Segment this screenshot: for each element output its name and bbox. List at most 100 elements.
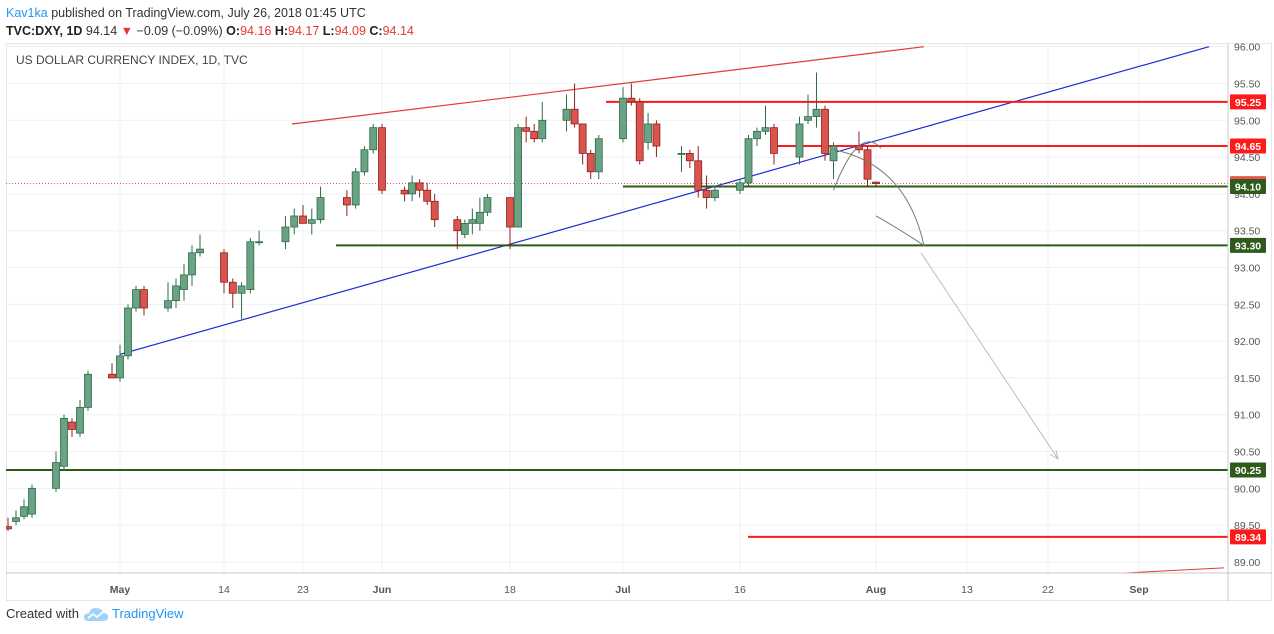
- candle-body: [821, 108, 829, 154]
- candle-body: [736, 182, 744, 191]
- created-with-label: Created with: [6, 606, 79, 621]
- candle: [711, 186, 719, 202]
- candle: [76, 400, 84, 437]
- time-tick-label: Aug: [866, 584, 886, 596]
- footer: Created with TradingView: [6, 606, 184, 628]
- candle: [694, 146, 703, 198]
- high-label: H:: [274, 24, 289, 38]
- tradingview-brand[interactable]: TradingView: [112, 606, 184, 621]
- candle: [677, 146, 686, 172]
- candle-body: [872, 181, 880, 184]
- candle: [804, 94, 812, 124]
- candle: [702, 175, 711, 209]
- candle-body: [281, 226, 290, 243]
- candle: [369, 123, 378, 154]
- candle-body: [711, 189, 719, 198]
- candle-body: [627, 97, 636, 103]
- candle-body: [694, 160, 703, 191]
- candle: [400, 186, 409, 202]
- candle-body: [753, 130, 761, 140]
- price-tag-label: 90.25: [1235, 465, 1261, 477]
- publish-line: Kav1ka published on TradingView.com, Jul…: [6, 4, 414, 22]
- price-tick-label: 93.00: [1234, 263, 1260, 275]
- price-tag-label: 94.10: [1235, 182, 1261, 194]
- candle-body: [255, 241, 264, 244]
- time-tick-label: 14: [218, 584, 230, 596]
- price-axis: 89.00 89.50 90.00 90.50 91.00 91.50 92.00 92.50…: [1227, 43, 1260, 601]
- candle-body: [530, 130, 539, 140]
- price-tag: 94.65: [1230, 138, 1266, 154]
- chart-title: US DOLLAR CURRENCY INDEX, 1D, TVC: [16, 53, 248, 67]
- time-tick-label: May: [110, 584, 131, 596]
- price-tick-label: 89.00: [1234, 557, 1260, 569]
- lower-red-line: [1123, 567, 1225, 574]
- candle: [6, 517, 12, 532]
- candle-body: [172, 285, 180, 302]
- trend-drawings: [6, 46, 1228, 574]
- candle-body: [124, 307, 132, 357]
- price-tick-label: 95.00: [1234, 115, 1260, 127]
- candle: [514, 123, 522, 228]
- candle-body: [299, 215, 307, 224]
- candle-body: [586, 153, 595, 173]
- candle-body: [475, 211, 484, 224]
- candle: [736, 179, 744, 194]
- candle-body: [744, 138, 753, 184]
- last-price: 94.14: [85, 24, 118, 38]
- candle: [124, 304, 132, 360]
- symbol-label: TVC:DXY, 1D: [6, 24, 83, 38]
- curved-arrow-icon: [833, 149, 925, 247]
- candle-body: [770, 127, 778, 154]
- candle: [586, 149, 595, 180]
- price-tick-label: 89.50: [1234, 520, 1260, 532]
- candle: [28, 484, 36, 518]
- candle-body: [863, 149, 872, 180]
- candle-body: [453, 219, 462, 232]
- candle-body: [342, 197, 351, 206]
- candle: [522, 116, 531, 143]
- price-tag-bg: [1230, 462, 1266, 478]
- candle-body: [246, 241, 255, 290]
- candle: [342, 190, 351, 216]
- candle: [84, 370, 92, 412]
- price-tag: 94.10: [1230, 179, 1266, 195]
- candle: [108, 363, 116, 379]
- author-link[interactable]: Kav1ka: [6, 6, 48, 20]
- price-tag: 95.25: [1230, 94, 1266, 110]
- price-tick-label: 93.50: [1234, 226, 1260, 238]
- candle-body: [400, 189, 409, 195]
- candle-body: [795, 123, 804, 158]
- candle: [483, 193, 492, 216]
- low-label: L:: [322, 24, 335, 38]
- price-tag-label: 95.25: [1235, 97, 1261, 109]
- candle: [795, 116, 804, 165]
- candle: [627, 83, 636, 106]
- price-tag: 90.25: [1230, 462, 1266, 478]
- price-chart[interactable]: 89.00 89.50 90.00 90.50 91.00 91.50 92.00 92.50…: [6, 43, 1272, 601]
- price-tag: 89.34: [1230, 529, 1266, 545]
- candle: [290, 208, 299, 235]
- candle: [506, 197, 514, 250]
- candle-body: [108, 373, 116, 379]
- price-tick-label: 96.00: [1234, 43, 1260, 54]
- time-tick-label: 16: [734, 584, 746, 596]
- swing-arc-icon: [833, 141, 882, 191]
- price-tick-label: 90.50: [1234, 447, 1260, 459]
- candle-body: [522, 127, 531, 132]
- candle: [220, 249, 228, 294]
- price-tick-label: 91.00: [1234, 410, 1260, 422]
- candle-body: [290, 215, 299, 228]
- publish-info: published on TradingView.com, July 26, 2…: [51, 6, 366, 20]
- price-tag-label: 94.65: [1235, 141, 1261, 153]
- candle: [172, 278, 180, 308]
- candle: [753, 127, 761, 147]
- candle: [52, 451, 60, 493]
- candle: [635, 98, 644, 165]
- candle: [829, 142, 838, 180]
- high-value: 94.17: [288, 24, 320, 38]
- candle: [770, 123, 778, 165]
- candle: [652, 120, 661, 158]
- candle-body: [12, 517, 20, 522]
- candle-body: [460, 222, 469, 235]
- price-tag-label: 89.34: [1235, 532, 1261, 544]
